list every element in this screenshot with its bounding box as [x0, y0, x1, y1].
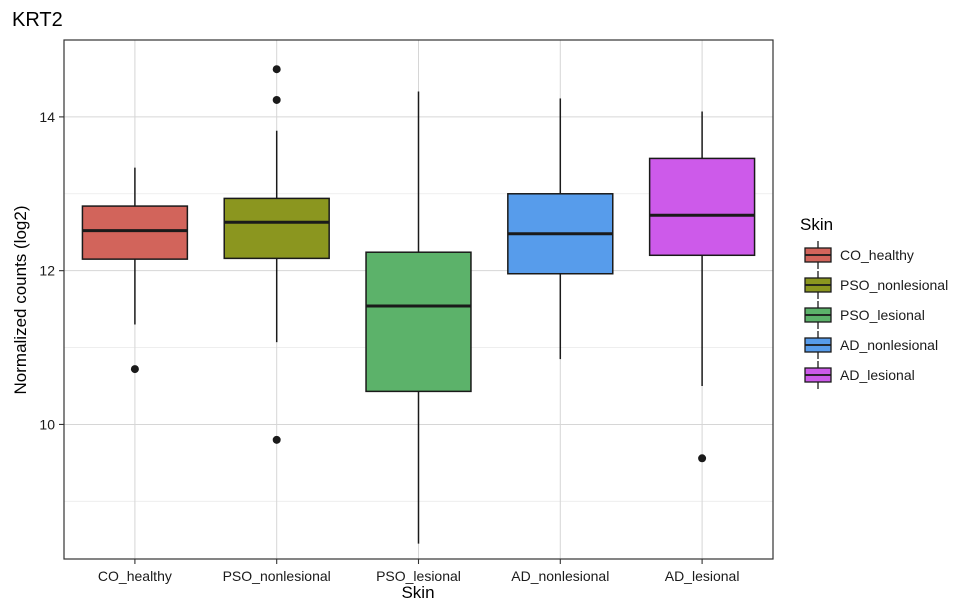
legend-item-pso-lesional: PSO_lesional	[804, 301, 925, 329]
x-tick-label: CO_healthy	[98, 568, 172, 584]
y-tick-label: 12	[39, 263, 55, 279]
box	[81, 205, 189, 260]
chart-title: KRT2	[12, 9, 63, 31]
y-tick-label: 14	[39, 109, 55, 125]
y-axis-title: Normalized counts (log2)	[11, 206, 30, 395]
legend-item-ad-nonlesional: AD_nonlesional	[804, 331, 938, 359]
legend-item-pso-nonlesional: PSO_nonlesional	[804, 271, 948, 299]
box	[223, 197, 330, 260]
legend-label: CO_healthy	[840, 247, 914, 263]
boxplot-pso-lesional	[365, 91, 472, 544]
legend: Skin CO_healthy PSO_nonlesional PSO_lesion…	[800, 215, 948, 389]
box	[648, 157, 756, 257]
boxplot-ad-lesional	[648, 111, 756, 463]
boxplot-pso-nonlesional	[223, 65, 330, 444]
legend-item-ad-lesional: AD_lesional	[804, 361, 915, 389]
x-tick-label: PSO_nonlesional	[223, 568, 331, 584]
x-tick-label: AD_nonlesional	[511, 568, 609, 584]
outlier-point	[272, 65, 281, 74]
boxplot-co-healthy	[81, 167, 189, 374]
legend-label: PSO_lesional	[840, 307, 925, 323]
y-tick-label: 10	[39, 416, 55, 432]
outlier-point	[698, 454, 707, 463]
outlier-point	[272, 435, 281, 444]
x-tick-label: PSO_lesional	[376, 568, 461, 584]
x-axis-title: Skin	[401, 583, 434, 602]
x-tick-label: AD_lesional	[665, 568, 740, 584]
x-axis: CO_healthy PSO_nonlesional PSO_lesional AD_…	[98, 559, 740, 584]
outlier-point	[130, 365, 139, 374]
legend-label: AD_nonlesional	[840, 337, 938, 353]
boxplot-ad-nonlesional	[507, 98, 614, 360]
outlier-point	[272, 95, 281, 104]
y-axis: 10 12 14	[39, 109, 64, 432]
boxplots	[81, 65, 756, 544]
legend-title: Skin	[800, 215, 833, 234]
box	[365, 251, 472, 393]
legend-item-co-healthy: CO_healthy	[804, 241, 914, 269]
legend-label: PSO_nonlesional	[840, 277, 948, 293]
legend-label: AD_lesional	[840, 367, 915, 383]
